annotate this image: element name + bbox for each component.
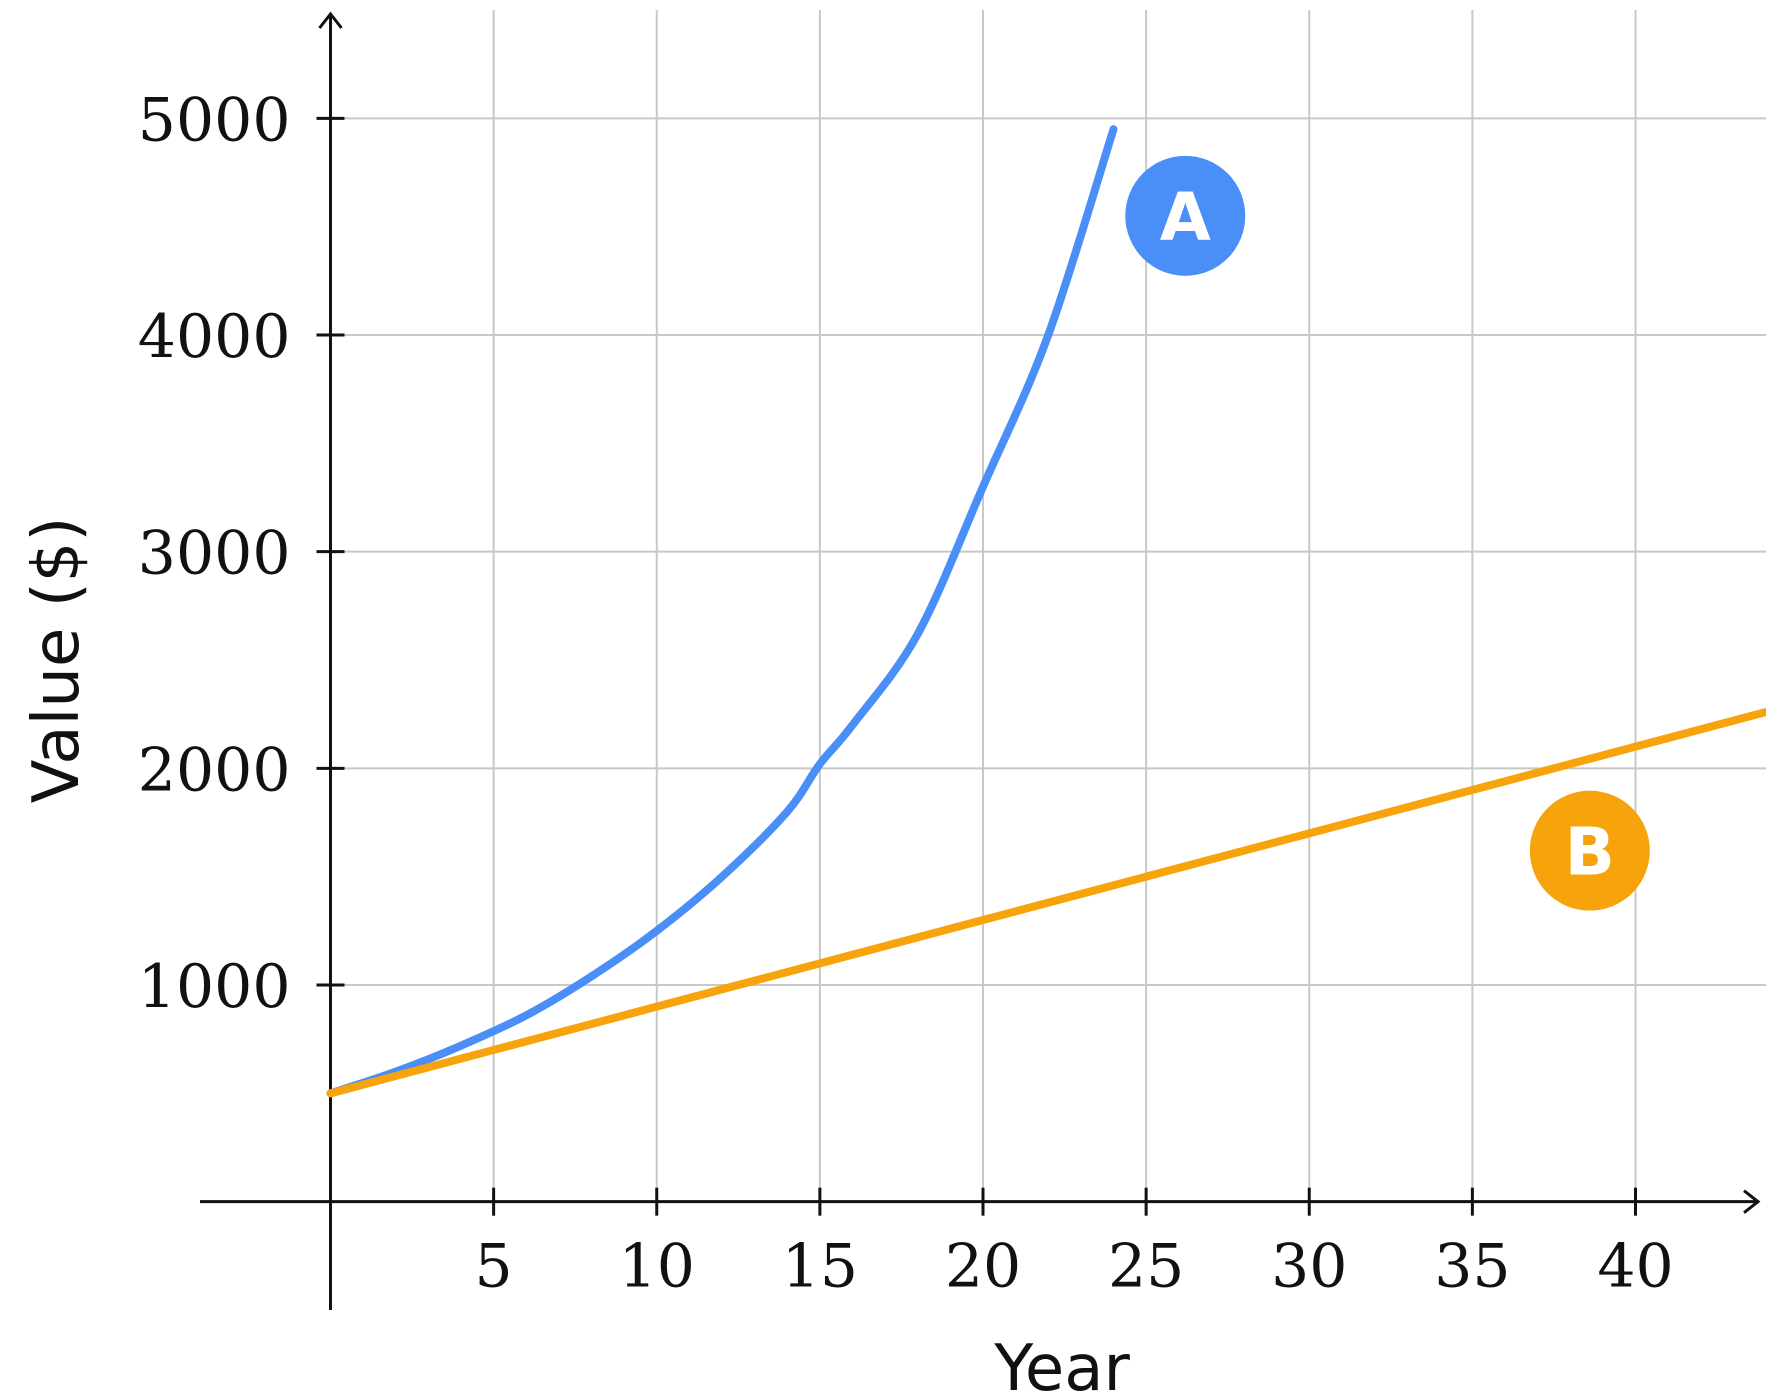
x-tick-label: 30 (1271, 1232, 1347, 1302)
x-tick-label: 5 (475, 1232, 513, 1302)
series-lines (326, 125, 1766, 1098)
x-axis-arrow (1743, 1189, 1761, 1214)
series-line-b (326, 708, 1766, 1098)
y-axis-ticks: 1000 2000 3000 4000 5000 (138, 85, 345, 1022)
x-tick-label: 15 (782, 1232, 858, 1302)
y-tick-label: 3000 (138, 519, 291, 589)
y-tick-label: 5000 (138, 85, 291, 155)
series-badge-b (1529, 790, 1650, 911)
series-line-a (326, 125, 1118, 1098)
x-axis-ticks: 5 10 15 20 25 30 35 40 (475, 1187, 1674, 1302)
y-tick-label: 2000 (138, 735, 291, 805)
axes (200, 11, 1761, 1310)
y-tick-label: 1000 (138, 952, 291, 1022)
y-axis-title: Value ($) (20, 517, 94, 804)
x-tick-label: 25 (1108, 1232, 1184, 1302)
x-tick-label: 35 (1434, 1232, 1510, 1302)
x-axis-title: Year (993, 1332, 1130, 1398)
y-axis-arrow (318, 11, 343, 29)
x-tick-label: 20 (945, 1232, 1021, 1302)
series-badge-a (1125, 155, 1246, 276)
y-tick-label: 4000 (138, 302, 291, 372)
series-badge-label: A (1160, 179, 1211, 256)
grid-lines (330, 10, 1766, 1202)
series-badge-label: B (1565, 814, 1615, 891)
x-tick-label: 40 (1597, 1232, 1673, 1302)
series-badges: AB (1125, 155, 1650, 911)
x-tick-label: 10 (619, 1232, 695, 1302)
